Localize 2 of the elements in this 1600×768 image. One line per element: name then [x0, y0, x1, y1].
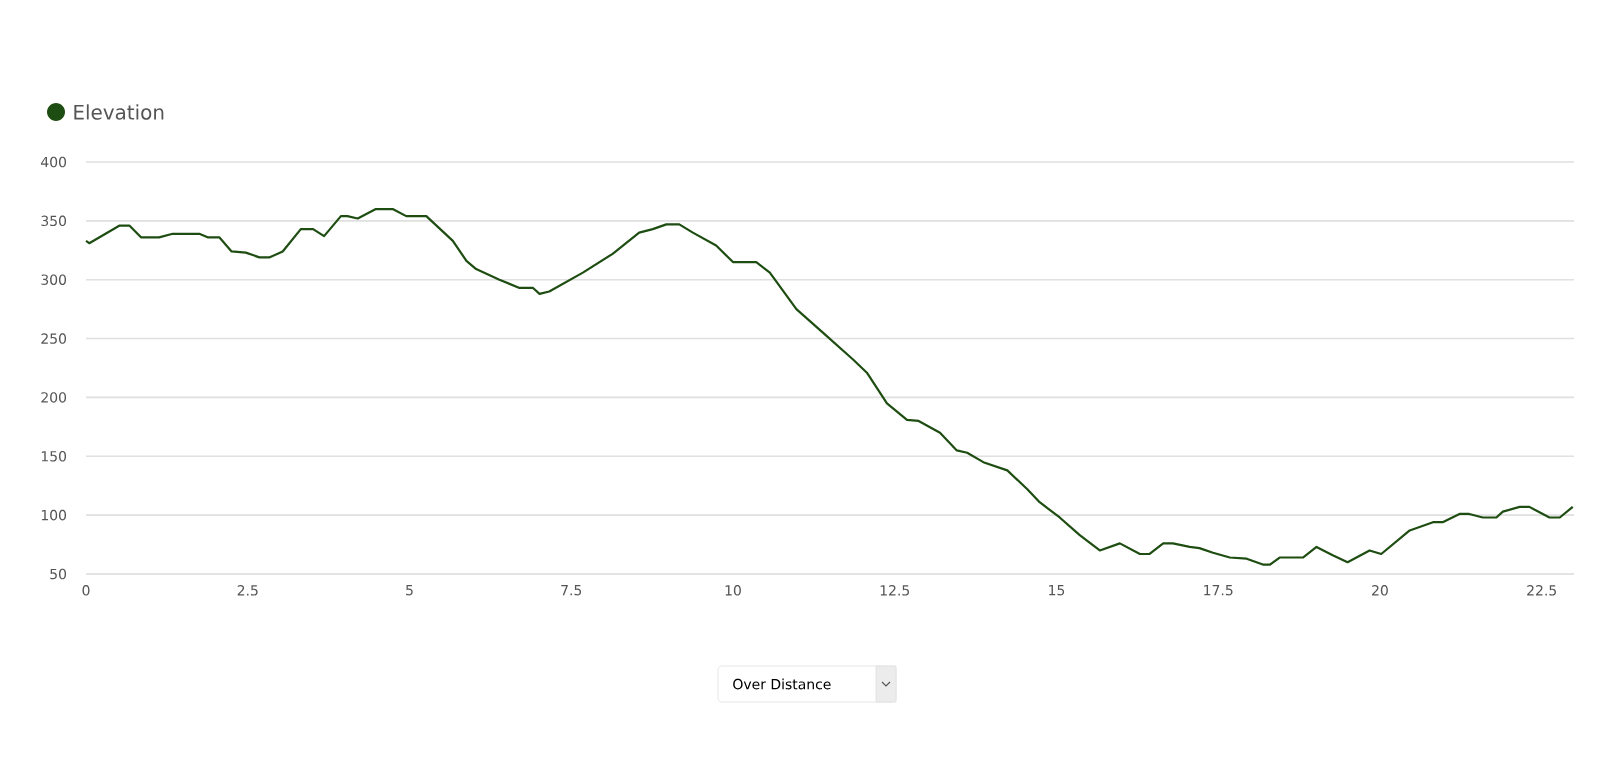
legend-label: Elevation [74, 104, 164, 120]
line-series [84, 207, 1574, 566]
